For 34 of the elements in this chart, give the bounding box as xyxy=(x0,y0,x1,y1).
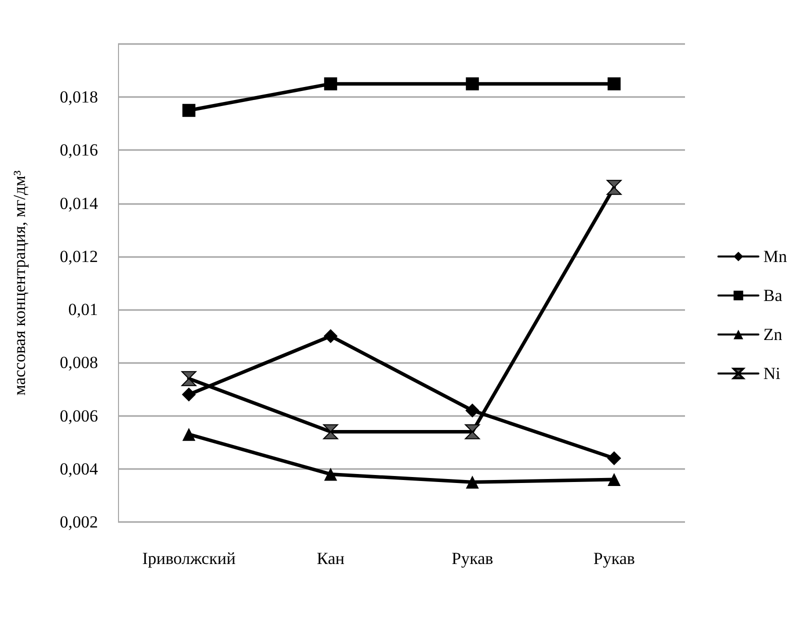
y-tick-label: 0,01 xyxy=(68,300,98,320)
point xyxy=(182,428,196,441)
point xyxy=(465,403,480,418)
point xyxy=(608,473,621,486)
y-tick-label: 0,012 xyxy=(60,246,98,266)
point xyxy=(466,77,479,90)
point xyxy=(324,329,338,344)
point xyxy=(182,104,196,117)
legend-label: Zn xyxy=(763,325,783,344)
point xyxy=(324,468,338,481)
y-tick-label: 0,018 xyxy=(60,88,98,107)
y-tick-label: 0,016 xyxy=(60,140,98,160)
x-tick-label: Рукав xyxy=(593,549,635,568)
point xyxy=(466,476,479,489)
y-tick-label: 0,014 xyxy=(60,194,98,213)
y-axis-title: массовая концентрация, мг/дм³ xyxy=(10,170,29,396)
point xyxy=(182,388,196,402)
point xyxy=(607,451,622,466)
legend-label: Ni xyxy=(763,364,781,383)
point xyxy=(324,77,338,90)
x-tick-label: Іриволжский xyxy=(142,549,236,568)
point xyxy=(181,371,196,386)
y-tick-label: 0,008 xyxy=(60,353,98,372)
x-tick-label: Кан xyxy=(316,549,345,568)
legend-label: Ba xyxy=(763,286,783,305)
point xyxy=(323,424,338,440)
y-tick-label: 0,004 xyxy=(60,459,98,478)
y-tick-label: 0,002 xyxy=(60,512,98,532)
y-tick-label: 0,006 xyxy=(60,406,98,426)
x-tick-label: Рукав xyxy=(452,549,494,568)
point xyxy=(608,77,621,90)
point xyxy=(464,424,480,440)
point xyxy=(606,180,622,195)
legend-label: Mn xyxy=(763,247,788,266)
